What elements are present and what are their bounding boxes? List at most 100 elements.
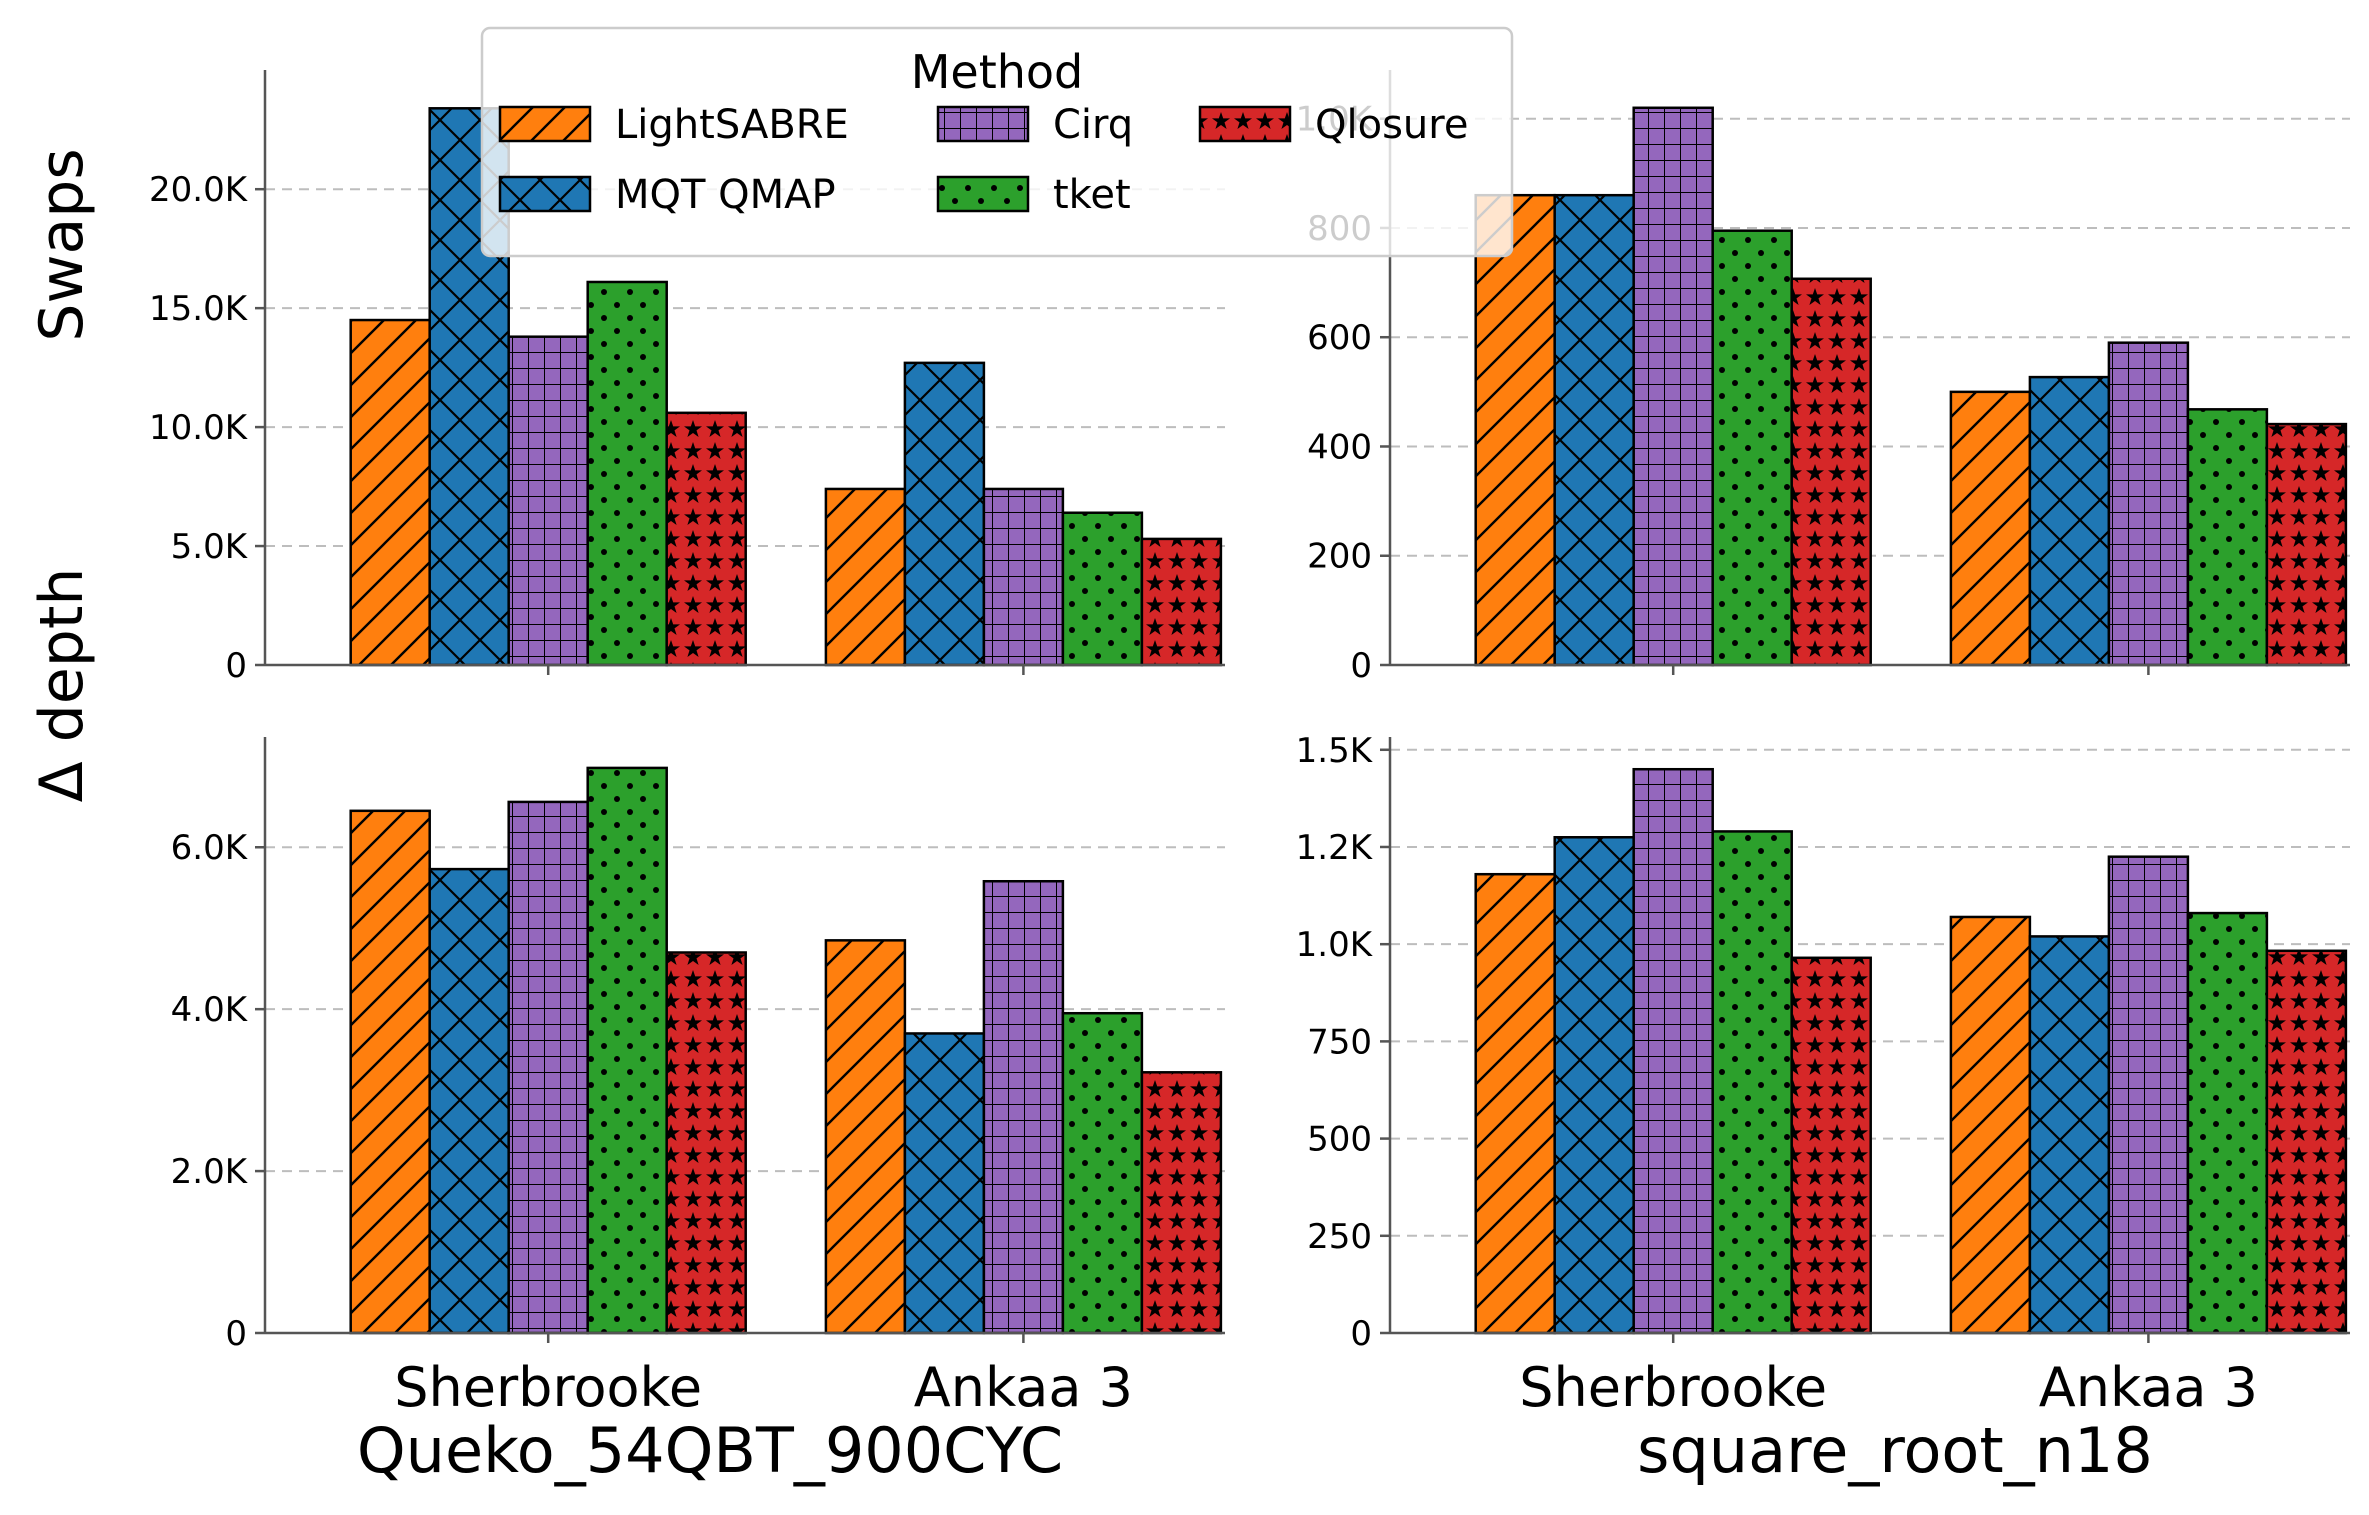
legend-item-mqt-qmap: MQT QMAP [498, 172, 836, 218]
panel-swaps-sqrt: 02004006008001.0K [1296, 70, 2350, 686]
bar-qlosure [2265, 422, 2348, 667]
legend-label: MQT QMAP [615, 172, 836, 218]
y-tick-label: 20.0K [149, 170, 249, 210]
bar-hatch [1140, 1071, 1223, 1335]
bar-mqt-qmap [1553, 193, 1635, 667]
bar-hatch [1632, 106, 1714, 667]
bar-hatch [1061, 1011, 1144, 1335]
y-tick-label: 6.0K [171, 828, 249, 868]
legend-item-tket: tket [936, 172, 1131, 218]
bar-qlosure [1790, 277, 1872, 667]
bar-mqt-qmap [428, 867, 510, 1335]
bar-lightsabre [1949, 915, 2032, 1335]
y-tick-label: 4.0K [171, 990, 249, 1030]
bar-tket [2186, 911, 2269, 1335]
bar-qlosure [1140, 1071, 1223, 1335]
y-tick-label: 0 [1350, 646, 1372, 686]
legend-swatch-hatch [498, 175, 592, 213]
bar-cirq [982, 879, 1065, 1335]
xtitle-sqrt: square_root_n18 [1637, 1414, 2153, 1487]
bar-hatch [2186, 911, 2269, 1335]
bar-hatch [1711, 830, 1793, 1335]
bar-lightsabre [1949, 390, 2032, 667]
bar-hatch [824, 939, 907, 1335]
y-tick-label: 10.0K [149, 408, 249, 448]
y-tick-label: 200 [1307, 537, 1372, 577]
bar-hatch [1790, 956, 1872, 1335]
bar-cirq [507, 800, 589, 1335]
y-tick-label: 0 [1350, 1314, 1372, 1354]
bar-hatch [586, 766, 668, 1335]
bar-hatch [2028, 375, 2111, 667]
bar-lightsabre [349, 318, 431, 667]
legend-swatch-hatch [498, 105, 592, 143]
bar-tket [1061, 1011, 1144, 1335]
bar-mqt-qmap [2028, 935, 2111, 1335]
legend: Method LightSABRE MQT QMAP Cirq tket Qlosure [480, 26, 1514, 258]
y-tick-label: 1.0K [1296, 925, 1374, 965]
bar-qlosure [1790, 956, 1872, 1335]
y-tick-label: 1.5K [1296, 731, 1374, 771]
bar-hatch [2028, 935, 2111, 1335]
panel-depth-sqrt: 0 250 500 750 1.0K 1.2K 1.5K Sherbrooke Ankaa 3 [1296, 731, 2350, 1419]
bar-hatch [2107, 341, 2190, 667]
bar-hatch [1553, 836, 1635, 1335]
bar-hatch [824, 487, 907, 667]
bar-lightsabre [1474, 872, 1556, 1335]
bar-hatch [1790, 277, 1872, 667]
subplots: 05.0K10.0K15.0K20.0K02004006008001.0K02.… [149, 70, 2350, 1419]
y-tick-label: 0 [225, 1314, 247, 1354]
bar-hatch [1140, 537, 1223, 667]
bar-hatch [1949, 915, 2032, 1335]
bar-lightsabre [349, 809, 431, 1335]
legend-item-cirq: Cirq [936, 102, 1133, 148]
bar-cirq [507, 335, 589, 667]
legend-title: Method [911, 45, 1084, 99]
legend-swatch-hatch [936, 105, 1030, 143]
bar-hatch [2107, 855, 2190, 1335]
bar-hatch [1553, 193, 1635, 667]
legend-item-qlosure: Qlosure [1198, 102, 1468, 148]
bar-cirq [1632, 767, 1714, 1335]
bar-hatch [507, 335, 589, 667]
bar-hatch [903, 361, 986, 667]
bar-hatch [349, 318, 431, 667]
bar-tket [2186, 408, 2269, 667]
y-tick-label: 0 [225, 646, 247, 686]
bar-qlosure [665, 411, 747, 667]
legend-item-lightsabre: LightSABRE [498, 102, 849, 148]
panel-depth-queko: 0 2.0K 4.0K 6.0K Sherbrooke Ankaa 3 [171, 737, 1225, 1419]
bar-hatch [903, 1032, 986, 1335]
legend-entries: LightSABRE MQT QMAP Cirq tket Qlosure [498, 102, 1468, 218]
y-tick-label: 500 [1307, 1120, 1372, 1160]
bar-mqt-qmap [1553, 836, 1635, 1335]
x-tick-label: Sherbrooke [1519, 1356, 1827, 1419]
legend-label: tket [1053, 172, 1131, 218]
bar-tket [1711, 830, 1793, 1335]
bar-hatch [665, 951, 747, 1335]
bar-mqt-qmap [903, 1032, 986, 1335]
bar-mqt-qmap [2028, 375, 2111, 667]
bar-hatch [2265, 949, 2348, 1335]
bar-hatch [507, 800, 589, 1335]
bar-tket [1061, 511, 1144, 667]
bar-hatch [1711, 229, 1793, 667]
ylabel-depth: Δ depth [27, 568, 97, 803]
bar-hatch [1632, 767, 1714, 1335]
bar-hatch [2186, 408, 2269, 667]
bar-cirq [2107, 855, 2190, 1335]
bar-lightsabre [1474, 193, 1556, 667]
y-tick-label: 2.0K [171, 1152, 249, 1192]
bar-hatch [2265, 422, 2348, 667]
bar-tket [586, 280, 668, 667]
bar-hatch [428, 867, 510, 1335]
legend-label: Cirq [1053, 102, 1133, 148]
bar-cirq [2107, 341, 2190, 667]
panel-swaps-queko: 0 5.0K 10.0K 15.0K 20.0K [149, 70, 1225, 686]
bar-cirq [1632, 106, 1714, 667]
y-tick-label: 250 [1307, 1217, 1372, 1257]
bar-cirq [982, 487, 1065, 667]
bar-hatch [1474, 193, 1556, 667]
bar-hatch [982, 879, 1065, 1335]
